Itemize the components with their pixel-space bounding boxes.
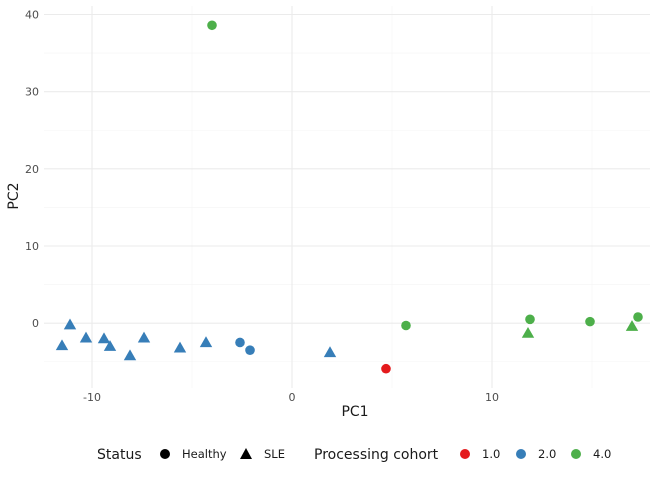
legend-key-cohort-4 (571, 449, 581, 459)
data-point-sle (79, 331, 93, 343)
legend-key-sle (240, 448, 252, 459)
legend-key-cohort-1 (460, 449, 470, 459)
minor-gridlines (44, 6, 650, 388)
data-point-healthy (245, 345, 255, 355)
data-point-sle (625, 320, 639, 331)
data-point-sle (323, 346, 337, 358)
x-tick-label: 0 (289, 391, 296, 404)
y-tick-label: 40 (25, 8, 39, 21)
data-point-sle (63, 318, 77, 330)
legend-label-sle: SLE (264, 447, 285, 461)
legend-label-cohort-4: 4.0 (593, 447, 611, 461)
data-point-sle (137, 331, 151, 343)
legend: Status Healthy SLE Processing cohort 1.0… (97, 447, 611, 463)
data-point-healthy (585, 316, 595, 327)
data-point-sle (199, 336, 213, 348)
data-points (55, 20, 643, 374)
data-point-healthy (381, 363, 391, 374)
x-tick-label: 10 (485, 391, 499, 404)
legend-title-status: Status (97, 447, 142, 463)
x-axis-title: PC1 (341, 404, 368, 420)
data-point-sle (521, 327, 535, 338)
data-point-healthy (235, 337, 245, 348)
data-point-healthy (401, 320, 411, 331)
data-point-sle (55, 339, 69, 351)
data-point-sle (123, 349, 137, 361)
y-tick-label: 20 (25, 163, 39, 176)
data-point-healthy (525, 314, 535, 325)
x-tick-label: -10 (83, 391, 101, 404)
y-axis-title: PC2 (6, 182, 22, 209)
legend-key-cohort-2 (516, 449, 526, 459)
x-axis-ticks: -10 0 10 (83, 391, 499, 404)
legend-label-cohort-2: 2.0 (538, 447, 556, 461)
data-point-healthy (207, 20, 217, 31)
legend-title-cohort: Processing cohort (314, 447, 439, 463)
y-tick-label: 0 (32, 317, 39, 330)
legend-label-healthy: Healthy (182, 447, 227, 461)
y-tick-label: 30 (25, 86, 39, 99)
data-point-sle (97, 332, 111, 344)
legend-key-healthy (160, 449, 170, 459)
legend-label-cohort-1: 1.0 (482, 447, 500, 461)
data-point-healthy (633, 312, 643, 322)
y-tick-label: 10 (25, 240, 39, 253)
data-point-sle (103, 340, 117, 351)
major-gridlines (44, 6, 650, 388)
y-axis-ticks: 0 10 20 30 40 (25, 8, 39, 330)
data-point-sle (173, 341, 187, 353)
